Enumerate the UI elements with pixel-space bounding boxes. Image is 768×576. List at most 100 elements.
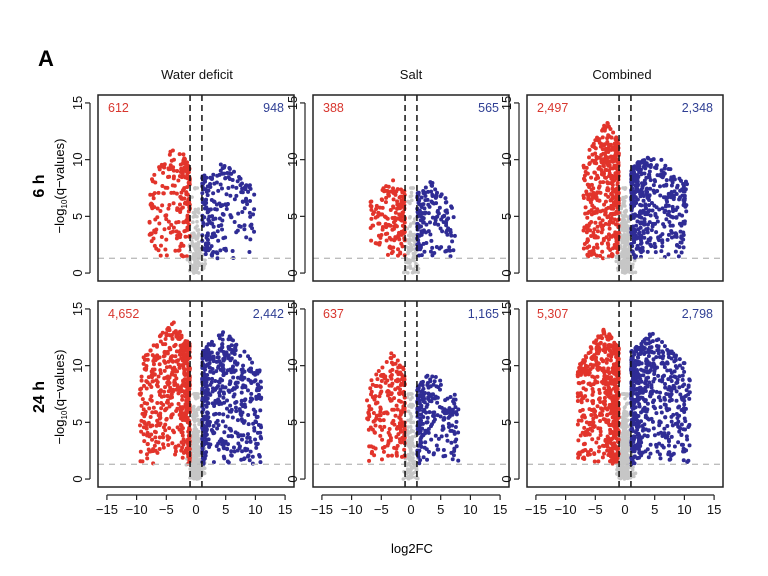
x-tick-label: −15 [311, 502, 333, 517]
point-up [433, 187, 438, 192]
point-ns [624, 445, 629, 450]
point-down [600, 368, 605, 373]
point-down [155, 450, 160, 455]
point-ns [191, 215, 196, 219]
point-down [610, 443, 615, 448]
point-up [229, 370, 234, 375]
point-up [242, 206, 247, 211]
point-down [170, 183, 175, 188]
point-down [614, 454, 619, 459]
point-down [583, 354, 588, 359]
point-down [593, 176, 598, 181]
point-down [601, 180, 606, 185]
point-up [430, 253, 435, 258]
point-up [255, 414, 260, 419]
point-up [655, 219, 660, 224]
point-ns [626, 241, 630, 246]
point-up [444, 223, 449, 228]
point-up [637, 164, 642, 169]
point-down [606, 242, 611, 247]
point-down [390, 249, 395, 254]
point-down [389, 383, 394, 388]
point-down [598, 253, 603, 258]
point-up [632, 165, 637, 170]
point-down [600, 336, 605, 341]
point-down [185, 379, 190, 384]
point-down [577, 381, 582, 386]
point-down [611, 454, 616, 459]
point-down [609, 176, 614, 181]
point-down [153, 230, 158, 235]
y-tick-label: 15 [499, 96, 514, 110]
point-ns [196, 438, 201, 443]
point-up [420, 230, 425, 235]
point-down [598, 429, 603, 434]
point-up [419, 412, 424, 417]
point-down [174, 334, 179, 339]
point-down [178, 244, 183, 249]
point-up [252, 192, 257, 197]
point-up [221, 385, 226, 390]
x-tick-label: −10 [126, 502, 148, 517]
point-up [640, 159, 645, 164]
point-up [248, 439, 253, 444]
point-up [639, 203, 644, 208]
point-down [151, 196, 156, 201]
point-ns [625, 258, 630, 262]
point-down [586, 223, 591, 228]
panel-frame [312, 94, 510, 282]
point-up [202, 429, 207, 434]
point-down [399, 218, 404, 223]
point-up [200, 181, 205, 186]
point-down [395, 199, 400, 204]
point-up [241, 363, 246, 368]
point-up [426, 426, 431, 431]
point-down [596, 426, 601, 431]
point-up [228, 427, 233, 432]
point-up [426, 449, 431, 454]
point-down [151, 358, 156, 363]
point-up [246, 377, 251, 382]
point-down [578, 362, 583, 367]
point-up [227, 177, 232, 182]
point-down [383, 232, 388, 237]
point-up [221, 454, 226, 459]
point-up [660, 206, 665, 211]
point-up [207, 357, 212, 362]
point-down [605, 357, 610, 362]
point-down [595, 135, 600, 140]
point-up [684, 182, 689, 187]
point-up [651, 188, 656, 193]
point-down [145, 430, 150, 435]
point-down [581, 448, 586, 453]
point-ns [196, 234, 200, 238]
point-down [592, 451, 597, 456]
point-up [433, 374, 438, 379]
point-down [383, 200, 388, 205]
point-up [631, 215, 636, 220]
point-up [236, 211, 241, 216]
point-up [658, 184, 663, 189]
point-down [166, 328, 171, 333]
point-up [420, 432, 425, 437]
point-down [395, 358, 400, 363]
point-down [160, 330, 165, 335]
point-up [681, 184, 686, 189]
point-down [380, 205, 385, 210]
point-up [231, 375, 236, 380]
point-down [609, 154, 614, 159]
point-down [580, 430, 585, 435]
point-down [604, 175, 609, 180]
point-down [185, 185, 190, 190]
point-ns [412, 232, 417, 237]
point-up [224, 192, 229, 197]
point-up [238, 176, 243, 181]
point-down [602, 202, 607, 207]
point-up [647, 203, 652, 208]
point-up [240, 367, 245, 372]
point-down [599, 172, 604, 177]
point-up [235, 448, 240, 453]
point-down [166, 389, 171, 394]
point-up [424, 222, 429, 227]
